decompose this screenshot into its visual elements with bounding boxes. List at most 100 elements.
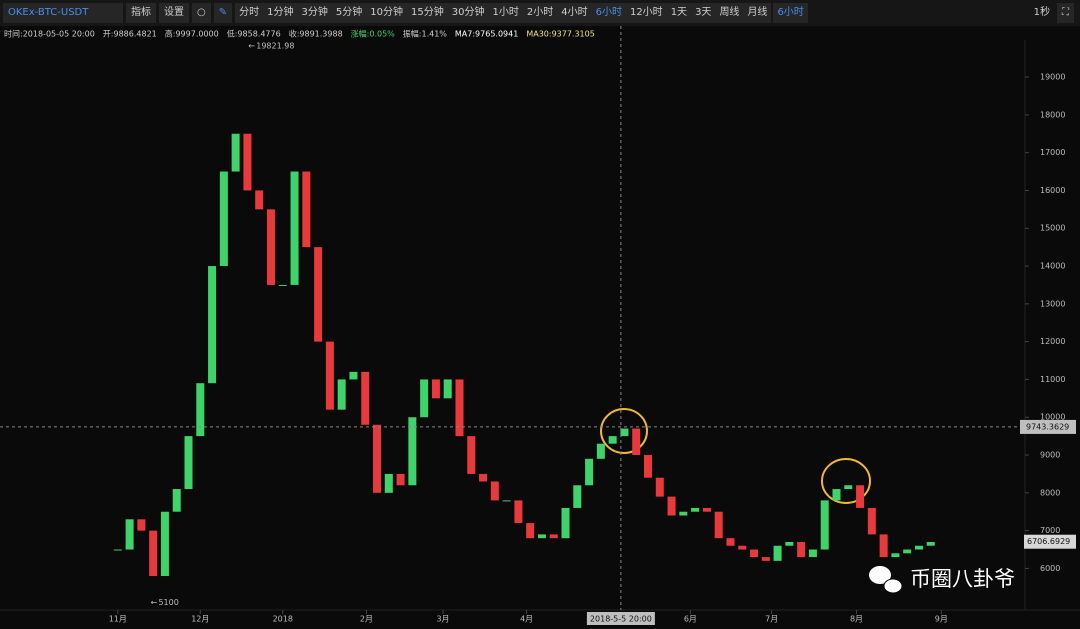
candle (208, 266, 217, 384)
y-tick-label: 11000 (1040, 375, 1065, 384)
circle-tool[interactable]: ○ (192, 3, 211, 23)
candle (667, 496, 676, 516)
candle (408, 417, 417, 486)
period-button[interactable]: 10分钟 (370, 7, 403, 18)
info-item: 开:9886.4821 (103, 30, 157, 39)
candle (726, 538, 735, 546)
candle (314, 247, 323, 342)
candle (325, 341, 334, 410)
candle (125, 519, 134, 550)
candle (243, 133, 252, 191)
info-item: 时间:2018-05-05 20:00 (4, 29, 95, 39)
candle (797, 541, 806, 558)
candle (231, 133, 240, 172)
candle (160, 511, 169, 576)
info-item: 振幅:1.41% (403, 29, 448, 39)
x-tick-label: 11月 (109, 615, 127, 624)
candle (479, 473, 488, 482)
y-tick-label: 7000 (1040, 526, 1060, 535)
x-tick-label: 7月 (765, 615, 778, 624)
candle (278, 284, 287, 286)
fullscreen[interactable]: ⛶ (1057, 3, 1074, 23)
period-button[interactable]: 6小时 (595, 7, 622, 18)
x-tick-label: 12月 (191, 615, 209, 624)
indicator-button[interactable]: 指标 (126, 3, 156, 23)
period-button[interactable]: 15分钟 (410, 7, 444, 18)
y-tick-label: 16000 (1040, 186, 1065, 195)
candle (172, 489, 181, 512)
y-tick-label: 8000 (1040, 488, 1060, 497)
period-button[interactable]: 1分钟 (267, 7, 294, 18)
info-item: 高:9997.0000 (165, 29, 219, 39)
candle (573, 485, 582, 508)
candle (608, 436, 617, 444)
period-button[interactable]: 周线 (719, 7, 740, 18)
candle (266, 209, 275, 285)
period-button[interactable]: 30分钟 (451, 7, 485, 18)
crosshair-y-label: 9743.3629 (1026, 422, 1069, 431)
candle (808, 549, 817, 558)
period-button[interactable]: 月线 (747, 7, 768, 18)
candle (643, 455, 652, 478)
info-item: 涨幅:0.05% (351, 29, 396, 39)
background (0, 26, 1080, 629)
candle (184, 436, 193, 490)
candle (420, 379, 429, 418)
candle (361, 371, 370, 425)
candle (349, 371, 358, 380)
period-dropdown[interactable]: 6小时 (773, 3, 808, 23)
period-button[interactable]: 12小时 (629, 7, 663, 18)
y-tick-label: 6000 (1040, 564, 1060, 573)
candle (856, 485, 865, 508)
candle (490, 481, 499, 501)
y-tick-label: 9000 (1040, 451, 1060, 460)
x-tick-label: 2018 (273, 615, 293, 624)
x-tick-label: 2月 (360, 615, 373, 624)
y-tick-label: 17000 (1040, 148, 1065, 157)
candle (750, 549, 759, 558)
candle (219, 171, 228, 267)
period-button[interactable]: 1天 (670, 7, 688, 18)
extreme-label: 5100 (158, 598, 178, 607)
y-tick-label: 18000 (1040, 110, 1065, 119)
period-button[interactable]: 1小时 (492, 7, 519, 18)
period-button[interactable]: 3分钟 (301, 7, 328, 18)
period-button[interactable]: 5分钟 (335, 7, 363, 18)
period-button[interactable]: 分时 (239, 7, 260, 18)
highlight-circle (821, 458, 871, 504)
y-tick-label: 12000 (1040, 337, 1065, 346)
period-group: 分时 1分钟 3分钟 5分钟 10分钟 15分钟 30分钟 1小时 2小时 4小时 6小时 12小时 1… (235, 3, 772, 23)
candle (290, 171, 299, 285)
watermark: 币圈八卦爷 (910, 567, 1015, 591)
draw-tool[interactable]: ✎ (213, 3, 233, 23)
candle (773, 545, 782, 561)
candle (196, 383, 205, 437)
symbol[interactable]: OKEx-BTC-USDT (3, 3, 123, 23)
candle (926, 541, 935, 546)
crosshair-x-label: 2018-5-5 20:00 (590, 615, 652, 624)
candle (455, 379, 464, 437)
period-button[interactable]: 2小时 (526, 7, 554, 18)
candle (632, 428, 641, 456)
candle (820, 500, 829, 550)
candle (702, 507, 711, 512)
candle (549, 534, 558, 539)
candle (514, 500, 523, 524)
info-item: MA30:9377.3105 (526, 30, 595, 39)
extreme-label: 19821.98 (256, 41, 294, 50)
candle (620, 428, 629, 437)
x-tick-label: 8月 (850, 615, 863, 624)
candle (302, 171, 311, 248)
wechat-icon (869, 566, 903, 594)
candle (879, 534, 888, 558)
crosshair-y-box (1020, 419, 1076, 434)
candle (373, 424, 382, 493)
period-button[interactable]: 3天 (695, 7, 712, 18)
period-button[interactable]: 4小时 (561, 7, 588, 18)
extreme-arrow: ← (248, 41, 255, 50)
candle (526, 523, 535, 539)
refresh[interactable]: 1秒 (1033, 7, 1050, 18)
candle (561, 507, 570, 539)
settings-button[interactable]: 设置 (159, 3, 189, 23)
